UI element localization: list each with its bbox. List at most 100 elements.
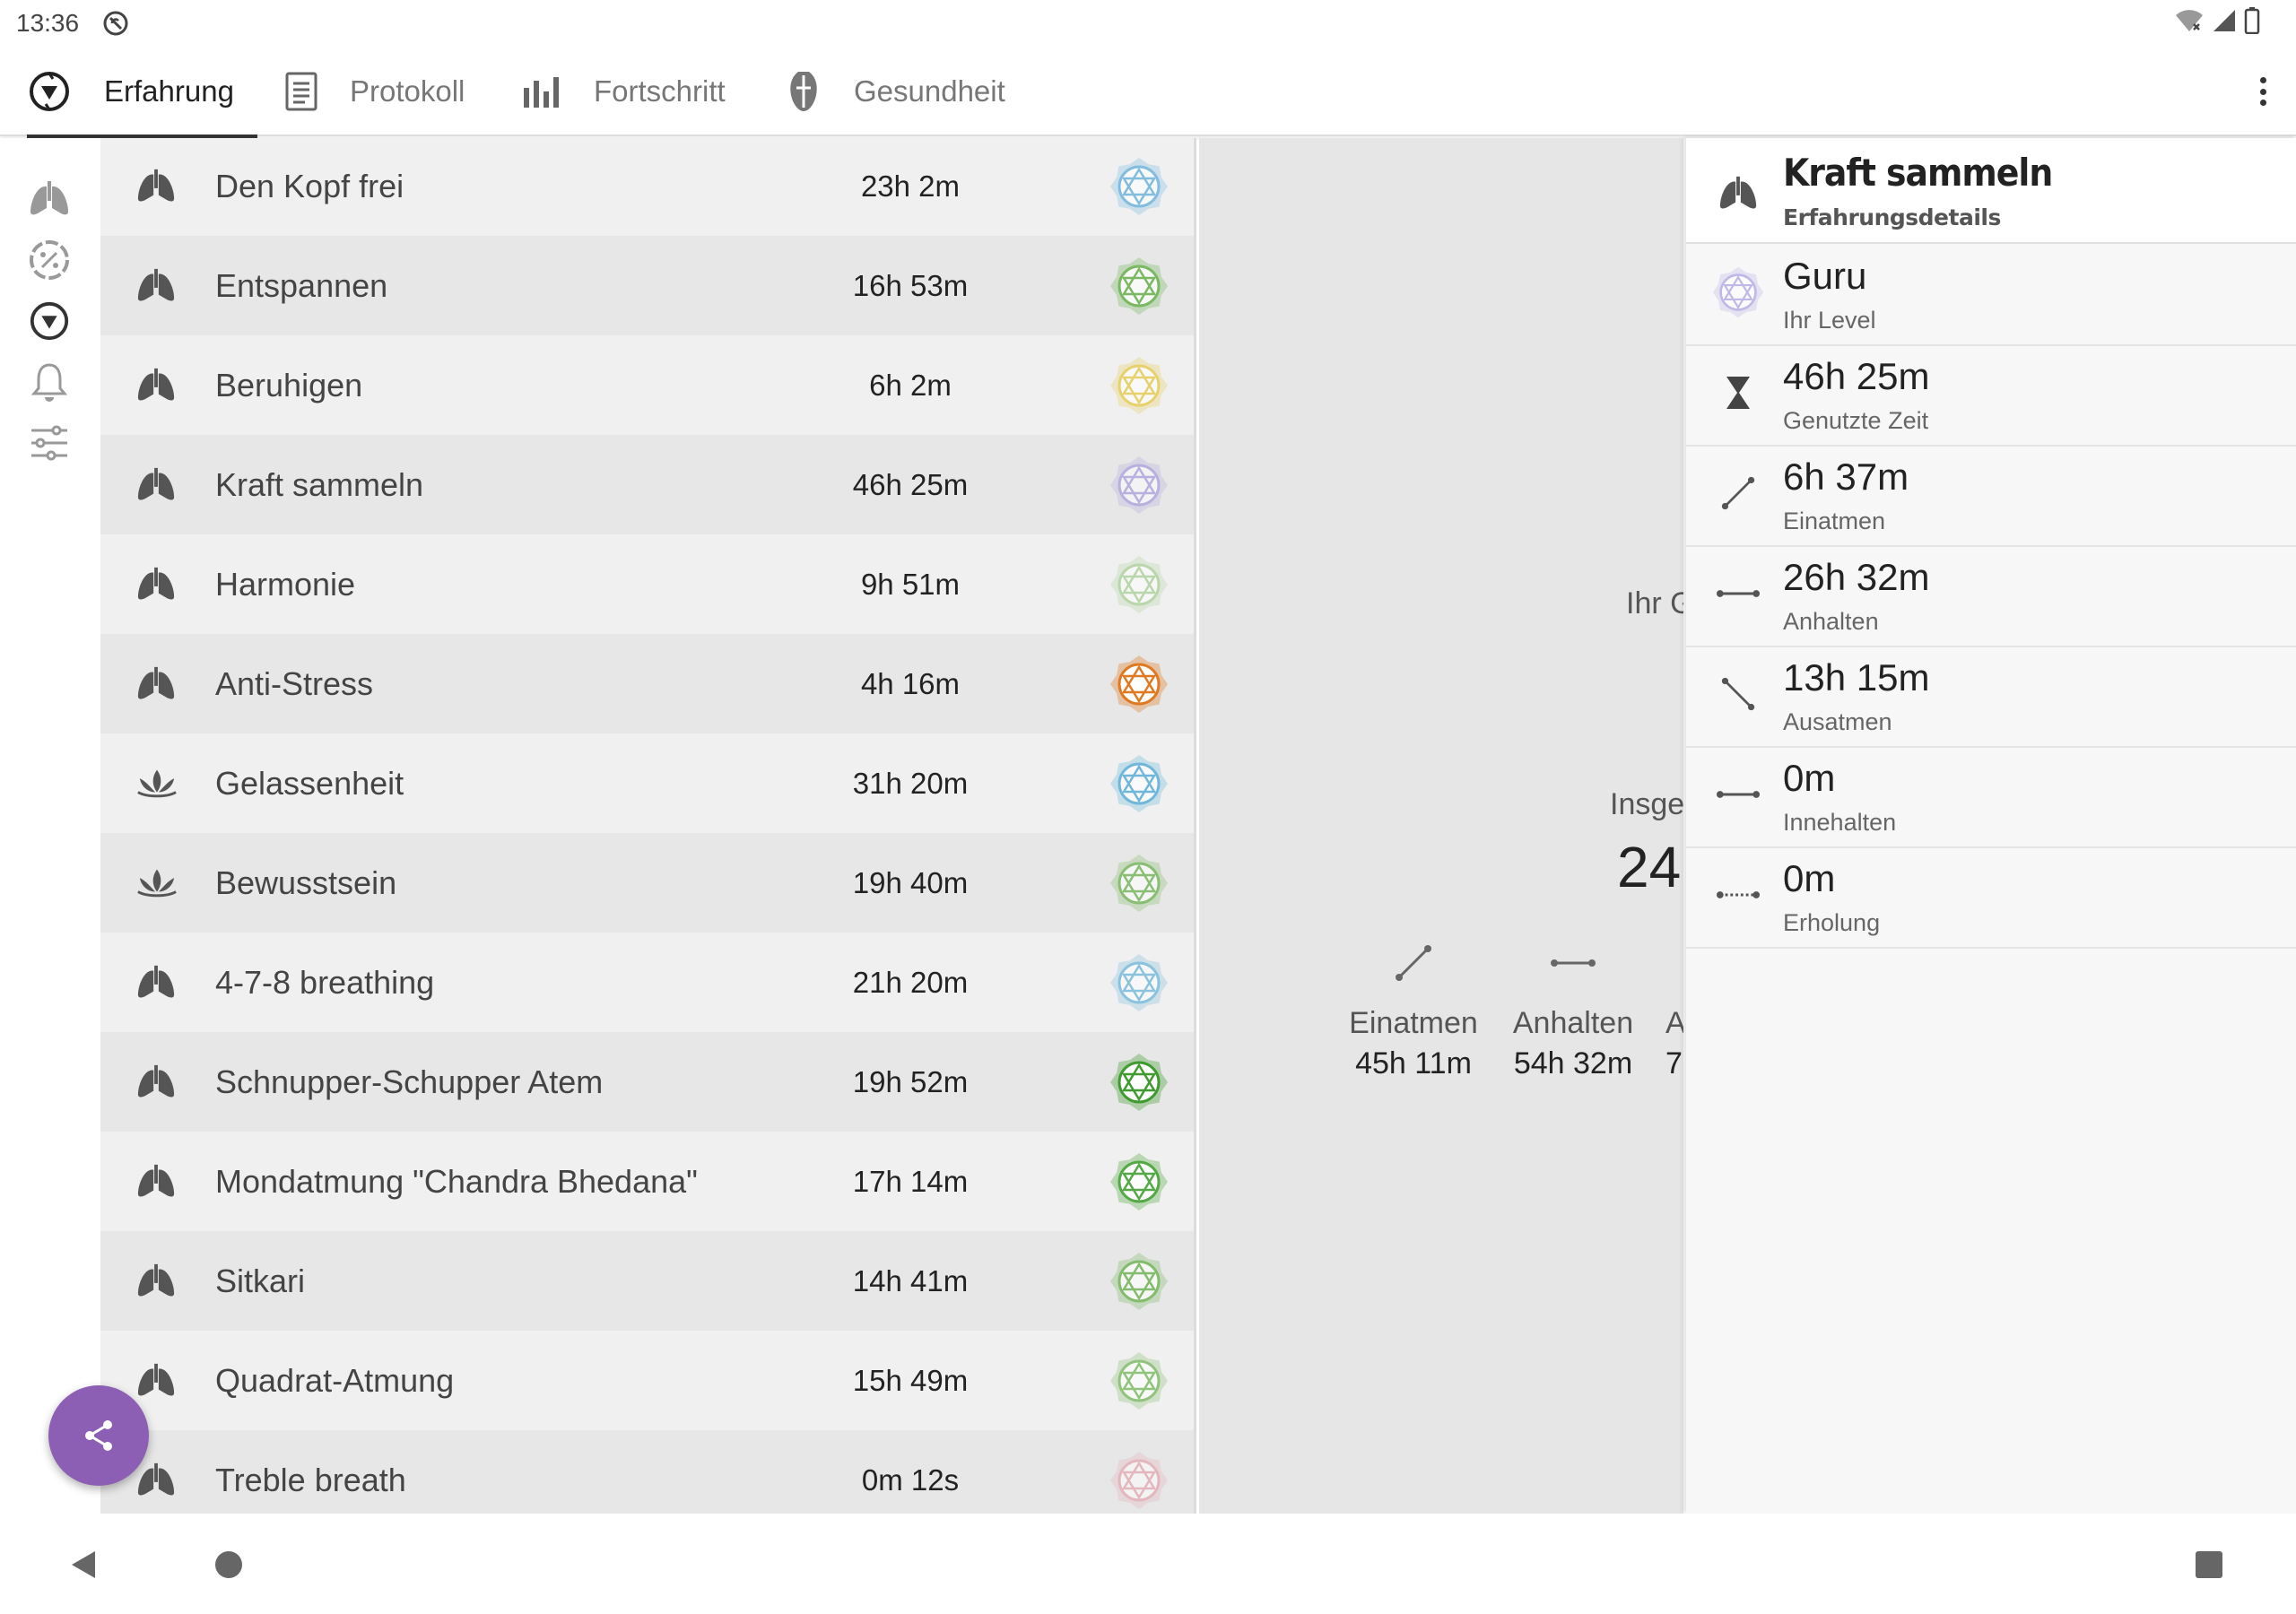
chakra-badge-icon: [1109, 355, 1170, 416]
rail-sliders-icon[interactable]: [24, 418, 74, 468]
list-item[interactable]: Gelassenheit 31h 20m: [100, 733, 1194, 833]
detail-row: 13h 15m Ausatmen: [1686, 647, 2296, 748]
chakra-badge-icon: [1109, 753, 1170, 814]
lotus-icon: [136, 766, 177, 802]
share-button[interactable]: [48, 1385, 149, 1486]
list-item-name: Den Kopf frei: [215, 167, 404, 204]
chakra-badge-icon: [1109, 1052, 1170, 1113]
list-item-duration: 16h 53m: [852, 268, 969, 302]
detail-value: 46h 25m: [1783, 355, 1930, 397]
lungs-icon: [136, 169, 176, 204]
system-nav-bar: [0, 1514, 2296, 1614]
detail-row: Guru Ihr Level: [1686, 246, 2296, 346]
list-item[interactable]: Mondatmung "Chandra Bhedana" 17h 14m: [100, 1132, 1194, 1231]
rail-bell-icon[interactable]: [24, 357, 74, 407]
overview-stat-exhale: A 7: [1665, 936, 1683, 1081]
detail-value: 0m: [1783, 757, 1836, 799]
list-item-duration: 15h 49m: [852, 1363, 969, 1397]
stat-value: 7: [1665, 1046, 1683, 1080]
list-item[interactable]: Entspannen 16h 53m: [100, 236, 1194, 335]
pause-icon: [1711, 768, 1765, 821]
stat-label: Anhalten: [1512, 1006, 1634, 1040]
tab-protokoll[interactable]: Protokoll: [285, 47, 465, 136]
list-item[interactable]: Sitkari 14h 41m: [100, 1231, 1194, 1331]
detail-value: 26h 32m: [1783, 556, 1930, 598]
top-tab-bar: Erfahrung Protokoll Fortschritt Gesundhe…: [0, 47, 2296, 138]
list-item-duration: 21h 20m: [852, 965, 969, 999]
lungs-icon: [1719, 176, 1757, 209]
list-item[interactable]: Quadrat-Atmung 15h 49m: [100, 1331, 1194, 1430]
status-bar: 13:36: [0, 0, 2296, 47]
tab-gesundheit[interactable]: Gesundheit: [786, 47, 1005, 136]
details-subtitle: Erfahrungsdetails: [1783, 204, 2001, 230]
list-item-duration: 6h 2m: [869, 368, 952, 402]
list-item-duration: 46h 25m: [852, 467, 969, 501]
chakra-badge-icon: [1109, 1151, 1170, 1212]
detail-value: 0m: [1783, 857, 1836, 899]
list-item[interactable]: Den Kopf frei 23h 2m: [100, 138, 1194, 236]
lungs-icon: [136, 1263, 176, 1299]
list-item-duration: 14h 41m: [852, 1263, 969, 1297]
detail-label: Innehalten: [1783, 809, 1897, 836]
list-icon: [285, 72, 317, 111]
detail-label: Anhalten: [1783, 608, 1879, 635]
detail-row: 0m Innehalten: [1686, 748, 2296, 848]
list-item-name: Sitkari: [215, 1262, 306, 1299]
lungs-icon: [136, 368, 176, 404]
sync-off-icon: [103, 11, 128, 36]
recents-icon[interactable]: [2196, 1551, 2222, 1578]
hold-icon: [1551, 959, 1596, 967]
chakra-badge-icon: [1109, 853, 1170, 914]
list-item-name: Treble breath: [215, 1461, 406, 1498]
list-item[interactable]: Anti-Stress 4h 16m: [100, 634, 1194, 733]
list-item[interactable]: Treble breath 0m 12s: [100, 1430, 1194, 1514]
details-header: Kraft sammeln Erfahrungsdetails: [1686, 138, 2296, 244]
list-item-duration: 23h 2m: [860, 169, 961, 203]
rail-percent-icon[interactable]: [24, 235, 74, 285]
list-item[interactable]: 4-7-8 breathing 21h 20m: [100, 933, 1194, 1032]
overflow-menu-icon[interactable]: [2249, 72, 2276, 111]
rail-lungs-icon[interactable]: [24, 174, 74, 224]
list-item[interactable]: Kraft sammeln 46h 25m: [100, 435, 1194, 534]
lungs-icon: [136, 1363, 176, 1399]
detail-value: 6h 37m: [1783, 456, 1909, 498]
list-item-duration: 17h 14m: [852, 1164, 969, 1198]
detail-label: Genutzte Zeit: [1783, 407, 1929, 434]
lungs-icon: [136, 268, 176, 304]
tab-erfahrung[interactable]: Erfahrung: [27, 47, 257, 138]
lungs-icon: [136, 1064, 176, 1100]
overview-partial-value: 24: [1617, 835, 1682, 899]
bar-chart-icon: [524, 77, 559, 108]
detail-value: 13h 15m: [1783, 656, 1930, 699]
tab-fortschritt[interactable]: Fortschritt: [522, 47, 726, 136]
home-icon[interactable]: [215, 1551, 242, 1578]
status-time: 13:36: [16, 9, 80, 37]
battery-icon: [2244, 7, 2260, 34]
chakra-badge-icon: [1109, 1350, 1170, 1411]
lungs-icon: [136, 1164, 176, 1200]
experience-list[interactable]: Den Kopf frei 23h 2m Entspannen 16h 53m Beru…: [100, 138, 1196, 1514]
detail-label: Ausatmen: [1783, 708, 1892, 735]
overview-partial-heading: Ihr G: [1626, 586, 1683, 620]
list-item-duration: 9h 51m: [860, 567, 961, 601]
chakra-target-icon: [30, 72, 69, 111]
inhale-icon: [1396, 945, 1431, 981]
list-item[interactable]: Schnupper-Schupper Atem 19h 52m: [100, 1032, 1194, 1132]
chakra-badge-icon: [1109, 156, 1170, 217]
list-item-duration: 19h 40m: [852, 865, 969, 899]
lungs-icon: [136, 567, 176, 603]
overview-stat-inhale: Einatmen 45h 11m: [1346, 936, 1481, 1081]
list-item-name: Bewusstsein: [215, 863, 397, 901]
back-icon[interactable]: [70, 1549, 97, 1580]
rail-chakra-target-icon[interactable]: [24, 296, 74, 346]
details-panel: Kraft sammeln Erfahrungsdetails Guru Ihr …: [1686, 138, 2296, 1514]
detail-row: 46h 25m Genutzte Zeit: [1686, 346, 2296, 447]
list-item[interactable]: Harmonie 9h 51m: [100, 534, 1194, 634]
list-item-duration: 31h 20m: [852, 766, 969, 800]
list-item[interactable]: Beruhigen 6h 2m: [100, 335, 1194, 435]
list-item[interactable]: Bewusstsein 19h 40m: [100, 833, 1194, 933]
recovery-icon: [1711, 868, 1765, 922]
tab-label: Gesundheit: [854, 74, 1005, 108]
detail-label: Ihr Level: [1783, 307, 1876, 334]
list-item-duration: 19h 52m: [852, 1064, 969, 1098]
